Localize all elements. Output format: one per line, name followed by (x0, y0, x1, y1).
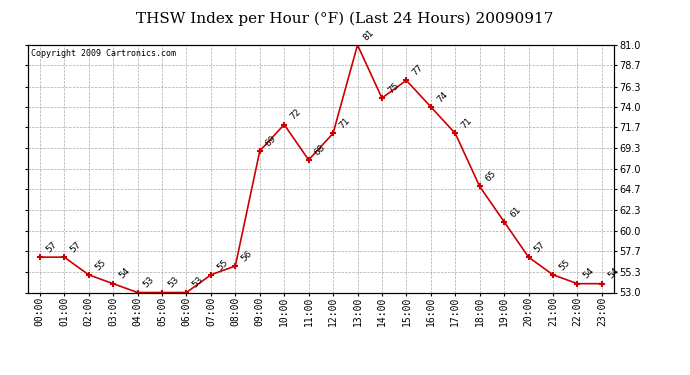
Text: 77: 77 (411, 63, 425, 78)
Text: 54: 54 (606, 267, 620, 281)
Text: 55: 55 (215, 258, 230, 272)
Text: 56: 56 (239, 249, 254, 263)
Text: 57: 57 (533, 240, 547, 254)
Text: 74: 74 (435, 90, 449, 104)
Text: 55: 55 (557, 258, 572, 272)
Text: 53: 53 (190, 275, 205, 290)
Text: 53: 53 (141, 275, 156, 290)
Text: 81: 81 (362, 28, 376, 42)
Text: 57: 57 (68, 240, 83, 254)
Text: 54: 54 (117, 267, 132, 281)
Text: 54: 54 (582, 267, 596, 281)
Text: 71: 71 (460, 116, 474, 130)
Text: Copyright 2009 Cartronics.com: Copyright 2009 Cartronics.com (30, 49, 175, 58)
Text: 53: 53 (166, 275, 181, 290)
Text: 71: 71 (337, 116, 352, 130)
Text: 65: 65 (484, 169, 498, 184)
Text: 55: 55 (93, 258, 108, 272)
Text: 72: 72 (288, 107, 303, 122)
Text: 61: 61 (509, 204, 523, 219)
Text: 69: 69 (264, 134, 279, 148)
Text: THSW Index per Hour (°F) (Last 24 Hours) 20090917: THSW Index per Hour (°F) (Last 24 Hours)… (137, 11, 553, 26)
Text: 57: 57 (44, 240, 59, 254)
Text: 68: 68 (313, 142, 327, 157)
Text: 75: 75 (386, 81, 401, 95)
